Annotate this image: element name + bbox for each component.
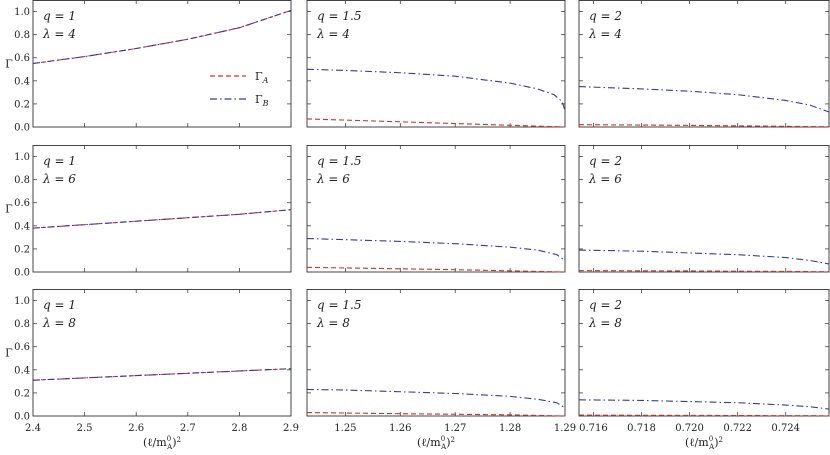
x-tick-label: 2.5 — [77, 423, 93, 434]
panel-r3-c1-lambda-label: λ = 8 — [42, 316, 76, 330]
panel-r2-c2-frame — [306, 145, 566, 273]
x-tick-label: 2.9 — [283, 423, 299, 434]
x-tick-label: 0.722 — [723, 423, 752, 434]
x-tick-label: 2.4 — [25, 423, 41, 434]
panel-r1-c1-series-gamma-b — [32, 9, 292, 65]
panel-r3-c2-q-label: q = 1.5 — [317, 298, 361, 312]
x-tick-label: 0.720 — [675, 423, 704, 434]
panel-r1-c2-series-gamma-a — [306, 118, 566, 128]
panel-r1-c3-q-label: q = 2 — [589, 9, 622, 23]
panel-r2-c1-series-gamma-b — [32, 209, 292, 229]
y-tick-label: 0.0 — [14, 268, 30, 279]
x-tick-label: 1.27 — [444, 423, 466, 434]
panel-r2-c3-q-label: q = 2 — [589, 154, 622, 168]
legend-label-b: ΓB — [255, 93, 269, 108]
y-tick-label: 0.8 — [14, 319, 30, 330]
x-tick-label: 0.718 — [627, 423, 656, 434]
panel-r3-c1-q-label: q = 1 — [43, 298, 76, 312]
y-tick-label: 0.2 — [14, 99, 30, 110]
y-tick-label: 0.6 — [14, 53, 30, 64]
panel-r3-c2-frame — [306, 289, 566, 417]
x-tick-label: 1.26 — [389, 423, 411, 434]
panel-r3-c3-q-label: q = 2 — [589, 298, 622, 312]
panel-r1-c1-q-label: q = 1 — [43, 9, 76, 23]
y-tick-label: 0.2 — [14, 388, 30, 399]
y-tick-label: 0.8 — [14, 175, 30, 186]
y-tick-label: 0.6 — [14, 342, 30, 353]
x-axis-title-col-3: (ℓ/m0 A)2 — [685, 435, 723, 451]
y-tick-label: 1.0 — [14, 296, 30, 307]
panel-r3-c3-frame — [578, 289, 830, 417]
panel-r2-c2-series-gamma-a — [306, 266, 566, 273]
panel-r3-c3-series-gamma-b — [578, 399, 830, 410]
y-tick-label: 0.6 — [14, 198, 30, 209]
panel-r3-c1-frame — [32, 289, 292, 417]
y-tick-label: 1.0 — [14, 152, 30, 163]
panel-r2-c1-frame — [32, 145, 292, 273]
panel-r3-c2-lambda-label: λ = 8 — [316, 316, 350, 330]
panel-r2-c3-series-gamma-b — [578, 249, 830, 265]
x-tick-label: 2.6 — [128, 423, 144, 434]
panel-r2-c2-lambda-label: λ = 6 — [316, 172, 350, 186]
x-tick-label: 2.8 — [231, 423, 247, 434]
x-tick-label: 2.7 — [180, 423, 196, 434]
panel-r3-c3-series-gamma-a — [578, 414, 830, 417]
panel-r1-c1-frame — [32, 0, 292, 128]
y-tick-label: 0.4 — [14, 221, 30, 232]
legend-label-a: ΓA — [255, 70, 269, 85]
panel-r1-c3-series-gamma-a — [578, 124, 830, 128]
panel-r1-c2-lambda-label: λ = 4 — [316, 27, 350, 41]
x-tick-label: 1.25 — [334, 423, 356, 434]
x-axis-title-col-1: (ℓ/m0 A)2 — [143, 435, 181, 451]
y-tick-label: 0.0 — [14, 412, 30, 423]
panel-r1-c2-frame — [306, 0, 566, 128]
y-axis-title-row-1: Γ — [5, 58, 13, 71]
panel-r3-c1-series-gamma-a — [32, 368, 292, 381]
panel-r2-c1-lambda-label: λ = 6 — [42, 172, 76, 186]
panel-r2-c2-q-label: q = 1.5 — [317, 154, 361, 168]
panel-r2-c2-series-gamma-b — [306, 237, 566, 261]
x-tick-label: 1.29 — [554, 423, 576, 434]
panel-r1-c3-frame — [578, 0, 830, 128]
panel-r2-c3-series-gamma-a — [578, 270, 830, 273]
x-axis-title-col-2: (ℓ/m0 A)2 — [417, 435, 455, 451]
panel-r2-c3-frame — [578, 145, 830, 273]
y-tick-label: 0.2 — [14, 244, 30, 255]
y-tick-label: 0.4 — [14, 365, 30, 376]
panel-r1-c2-q-label: q = 1.5 — [317, 9, 361, 23]
y-axis-title-row-2: Γ — [5, 203, 13, 216]
panel-r2-c1-q-label: q = 1 — [43, 154, 76, 168]
y-tick-label: 0.8 — [14, 30, 30, 41]
x-tick-label: 0.724 — [771, 423, 800, 434]
panel-r2-c3-lambda-label: λ = 6 — [588, 172, 622, 186]
panel-r3-c2-series-gamma-a — [306, 411, 566, 417]
panel-r1-c3-lambda-label: λ = 4 — [588, 27, 622, 41]
x-tick-label: 1.28 — [499, 423, 521, 434]
panel-r2-c1-series-gamma-a — [32, 209, 292, 229]
panel-r3-c3-lambda-label: λ = 8 — [588, 316, 622, 330]
panel-r3-c2-series-gamma-b — [306, 388, 566, 409]
x-tick-label: 0.716 — [579, 423, 608, 434]
y-tick-label: 0.4 — [14, 76, 30, 87]
y-tick-label: 0.0 — [14, 123, 30, 134]
y-tick-label: 1.0 — [14, 7, 30, 18]
panel-r1-c1-lambda-label: λ = 4 — [42, 27, 76, 41]
panel-r1-c2-series-gamma-b — [306, 68, 566, 111]
panel-r1-c3-series-gamma-b — [578, 86, 830, 113]
y-axis-title-row-3: Γ — [5, 347, 13, 360]
